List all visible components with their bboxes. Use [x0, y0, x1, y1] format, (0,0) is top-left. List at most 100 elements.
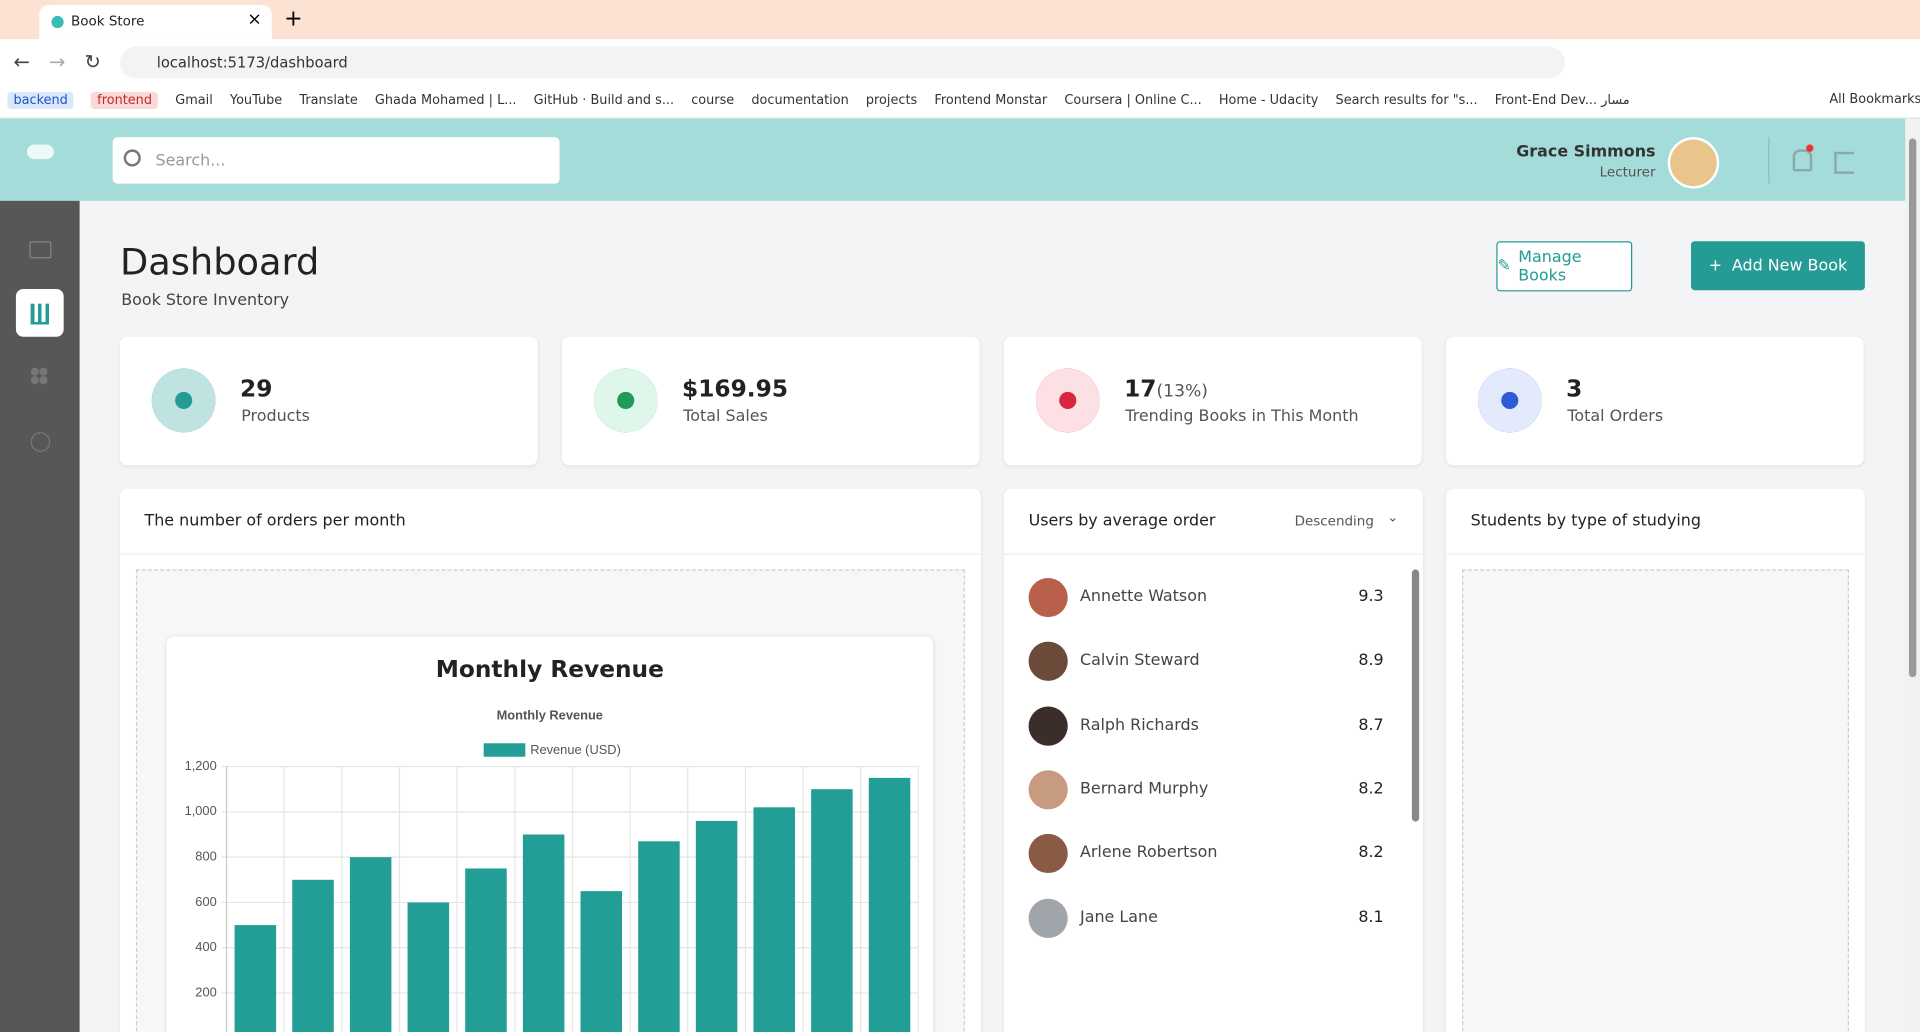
scroll-thumb[interactable]: [1908, 138, 1917, 678]
tab-bar: [0, 0, 1920, 40]
bookmark[interactable]: projects: [865, 93, 918, 108]
logo: [26, 144, 54, 160]
all-bookmarks[interactable]: All Bookmarks: [1829, 91, 1920, 107]
user-score: 8.7: [1358, 715, 1384, 735]
user-score: 8.2: [1358, 843, 1384, 863]
stat-icon: [151, 368, 216, 433]
tab[interactable]: Book Store ×: [39, 4, 272, 40]
bar: [234, 925, 277, 1032]
bar: [465, 868, 507, 1032]
bar: [292, 879, 334, 1032]
forward[interactable]: →: [48, 50, 66, 74]
bookmark[interactable]: course: [691, 93, 735, 108]
bar: [638, 841, 680, 1032]
y-tick-label: 1,000: [185, 803, 217, 818]
bar: [349, 857, 392, 1032]
stat-label: Total Sales: [683, 407, 768, 427]
chevron[interactable]: ⌄: [1387, 509, 1399, 526]
sidebar: [0, 200, 80, 1032]
close-tab[interactable]: ×: [247, 9, 262, 30]
user-avatar: [1028, 577, 1068, 618]
y-tick-label: 400: [195, 939, 216, 954]
page-scrollbar: [1905, 118, 1920, 1032]
user-score: 8.9: [1358, 651, 1384, 671]
bookmark[interactable]: frontend: [91, 91, 159, 109]
chart-card: Monthly Revenue Monthly Revenue Revenue (…: [166, 636, 934, 1032]
bar: [580, 891, 623, 1032]
user-role: Lecturer: [1599, 164, 1656, 181]
chart: Monthly Revenue Revenue (USD) 200 400 600 800…: [185, 708, 919, 1032]
bookmark[interactable]: Home - Udacity: [1218, 93, 1319, 108]
stat-card: 17(13%) Trending Books in This Month: [1004, 336, 1422, 466]
y-tick-label: 800: [195, 849, 216, 864]
orders-panel: The number of orders per month Monthly R…: [120, 488, 981, 1032]
bar: [753, 807, 795, 1032]
notification-dot: [1806, 144, 1814, 152]
y-tick-label: 200: [195, 984, 216, 999]
stat-value: $169.95: [682, 376, 788, 403]
search-box[interactable]: Search...: [112, 137, 560, 184]
stat-icon: [1477, 368, 1542, 433]
new-tab[interactable]: +: [284, 6, 303, 32]
tab-title: Book Store: [71, 13, 145, 30]
bookmark[interactable]: Ghada Mohamed | L...: [374, 93, 517, 108]
legend-label: Revenue (USD): [530, 742, 621, 757]
nav-dashboard[interactable]: [15, 288, 64, 337]
panel-title: The number of orders per month: [144, 511, 406, 531]
address-bar[interactable]: localhost:5173/dashboard: [120, 46, 1565, 79]
reload[interactable]: ↻: [84, 50, 101, 74]
value: $169.95: [682, 375, 789, 403]
stat-value: 17(13%): [1124, 376, 1208, 403]
user-score: 8.1: [1358, 907, 1384, 927]
stat-label: Trending Books in This Month: [1125, 407, 1359, 427]
bar: [811, 789, 853, 1032]
search-icon: [123, 149, 141, 167]
stat-card: $169.95 Total Sales: [562, 336, 980, 466]
user-score: 8.2: [1358, 779, 1384, 799]
users-panel: Users by average order Descending ⌄ Anne…: [1004, 488, 1423, 1032]
bookmark[interactable]: Coursera | Online C...: [1064, 93, 1202, 108]
bookmark[interactable]: Translate: [299, 93, 358, 108]
bookmark[interactable]: GitHub · Build and s...: [533, 93, 675, 108]
url: localhost:5173/dashboard: [156, 53, 348, 72]
sort-select[interactable]: Descending: [1294, 513, 1374, 529]
user-avatar: [1028, 770, 1068, 810]
user-name: Annette Watson: [1080, 587, 1208, 607]
nav-folder[interactable]: [29, 241, 52, 259]
manage-books-button[interactable]: ✎ Manage Books: [1496, 241, 1633, 292]
scrollbar[interactable]: [1411, 569, 1420, 822]
divider: [1768, 137, 1770, 184]
bookmark[interactable]: Front-End Dev... مسار: [1494, 93, 1630, 108]
nav-settings[interactable]: [30, 432, 51, 452]
stat-label: Total Orders: [1567, 407, 1664, 427]
logout[interactable]: [1834, 151, 1854, 174]
bookmark[interactable]: Gmail: [175, 93, 213, 108]
bar: [868, 777, 911, 1032]
stat-value: 3: [1566, 376, 1582, 403]
stat-value: 29: [240, 376, 272, 403]
nav-apps[interactable]: [30, 367, 48, 385]
user-avatar: [1028, 706, 1068, 746]
bookmark[interactable]: documentation: [751, 93, 849, 108]
chart-container: [1462, 569, 1849, 1032]
stat-label: Products: [241, 407, 310, 427]
add-book-button[interactable]: + Add New Book: [1691, 241, 1865, 291]
user-score: 9.3: [1358, 587, 1384, 607]
bookmark[interactable]: Frontend Monstar: [934, 93, 1048, 108]
back[interactable]: ←: [13, 50, 30, 74]
bar: [695, 820, 738, 1032]
bookmark[interactable]: backend: [7, 91, 74, 109]
y-tick-label: 1,200: [185, 758, 217, 773]
notifications[interactable]: [1792, 149, 1813, 172]
value: 17: [1124, 375, 1157, 403]
value: 3: [1566, 375, 1583, 403]
stat-icon: [1035, 368, 1100, 433]
user-name: Ralph Richards: [1080, 715, 1199, 735]
bookmark[interactable]: Search results for "s...: [1335, 93, 1478, 108]
user-avatar[interactable]: [1667, 137, 1720, 189]
button-label: Manage Books: [1518, 247, 1582, 285]
bookmark[interactable]: YouTube: [229, 93, 283, 108]
value-extra: (13%): [1156, 382, 1208, 402]
bar: [522, 834, 565, 1032]
